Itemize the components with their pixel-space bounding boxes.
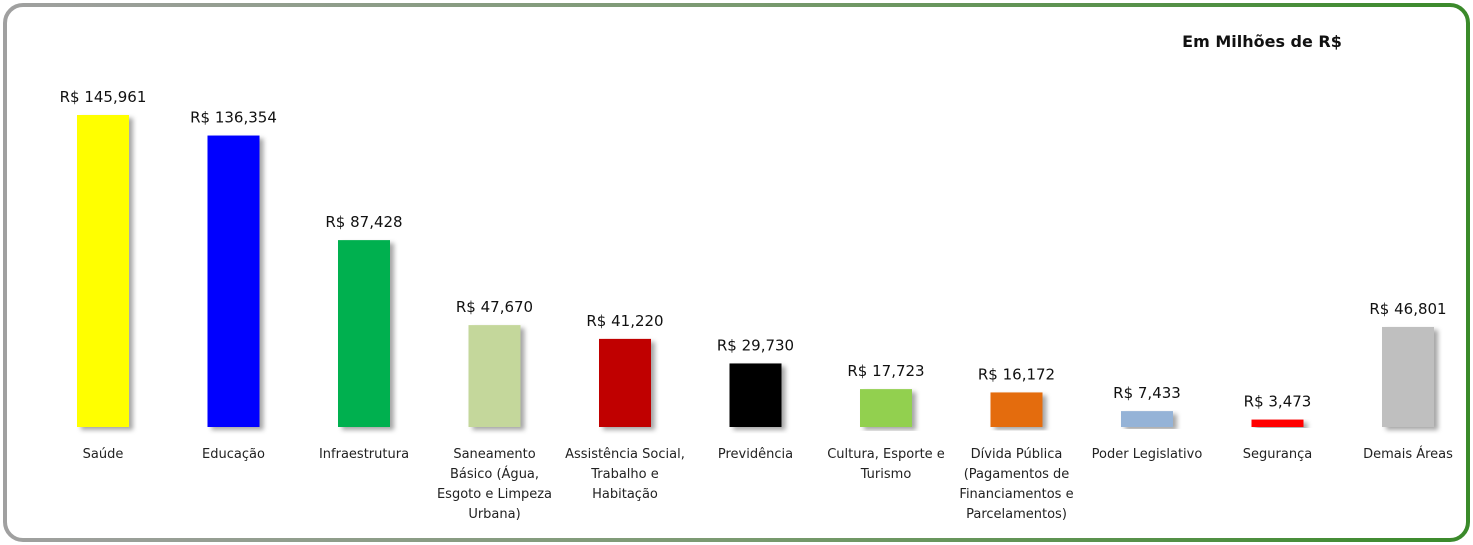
chart-title: Em Milhões de R$ [1182,32,1342,51]
value-label: R$ 136,354 [190,109,277,127]
bar [599,338,651,427]
value-label: R$ 7,433 [1113,384,1181,402]
x-tick-label: Demais Áreas [1363,447,1453,462]
x-tick-label: Segurança [1242,447,1313,462]
value-label: R$ 3,473 [1244,393,1312,411]
value-label: R$ 145,961 [60,88,147,106]
x-tick-label: Poder Legislativo [1091,447,1203,462]
bar [207,135,260,427]
x-tick-label: Dívida Pública (Pagamentos de Financiame… [959,447,1074,522]
bar [860,389,912,427]
bar [468,325,521,427]
x-tick-label: Educação [202,447,265,462]
value-label: R$ 47,670 [456,298,533,316]
value-label: R$ 87,428 [325,213,402,231]
x-tick-label: Saneamento Básico (Água, Esgoto e Limpez… [436,447,553,522]
bar [1382,326,1434,427]
bar [338,240,390,427]
value-label: R$ 16,172 [978,365,1055,383]
x-tick-label: Previdência [717,447,794,462]
bar [729,363,782,427]
value-label: R$ 29,730 [717,336,794,354]
x-tick-label: Cultura, Esporte e Turismo [827,447,945,482]
x-tick-label: Infraestrutura [318,447,410,462]
bar [1251,419,1304,427]
x-tick-label: Saúde [82,447,124,462]
value-label: R$ 17,723 [847,362,924,380]
value-label: R$ 41,220 [586,312,663,330]
bar [990,392,1043,427]
value-label: R$ 46,801 [1369,300,1446,318]
bar [77,115,129,427]
bar [1121,411,1173,427]
x-tick-label: Assistência Social, Trabalho e Habitação [565,447,685,502]
